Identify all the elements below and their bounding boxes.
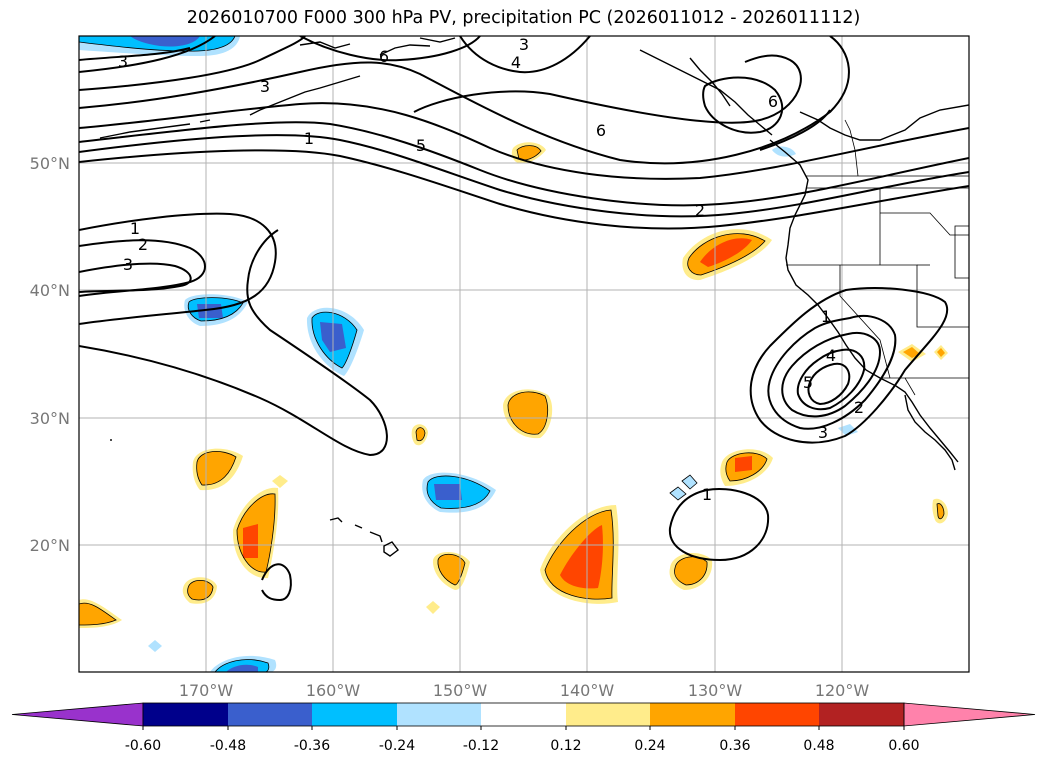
colorbar-segment bbox=[650, 703, 735, 726]
colorbar-segment bbox=[566, 703, 650, 726]
latitude-labels: 50°N 40°N 30°N 20°N bbox=[30, 154, 70, 555]
colorbar-tick-label: -0.60 bbox=[125, 738, 161, 754]
pv-contour-labels: 3 6 3 4 6 6 3 1 5 2 1 2 3 1 4 5 2 3 1 bbox=[118, 35, 864, 504]
map-plot-area: 3 6 3 4 6 6 3 1 5 2 1 2 3 1 4 5 2 3 1 bbox=[79, 35, 969, 672]
colorbar-segment bbox=[735, 703, 819, 726]
map-gridlines bbox=[79, 36, 969, 672]
map-frame bbox=[78, 35, 970, 673]
contour-label: 2 bbox=[138, 235, 148, 254]
precip-positive-shading bbox=[79, 142, 948, 628]
map-title: 2026010700 F000 300 hPa PV, precipitatio… bbox=[186, 8, 861, 28]
colorbar-segment bbox=[143, 703, 228, 726]
contour-label: 6 bbox=[596, 121, 606, 140]
colorbar-tick-label: 0.36 bbox=[719, 738, 750, 754]
contour-label: 6 bbox=[379, 47, 389, 66]
contour-label: 1 bbox=[702, 485, 712, 504]
pv-contours bbox=[79, 36, 969, 602]
contour-label: 6 bbox=[768, 92, 778, 111]
colorbar-extend-low bbox=[11, 702, 144, 727]
colorbar-tick-label: -0.12 bbox=[463, 738, 499, 754]
colorbar-extend-high bbox=[903, 702, 1036, 727]
colorbar-segment bbox=[312, 703, 397, 726]
colorbar-tick-label: -0.24 bbox=[379, 738, 415, 754]
lon-label-140w: 140°W bbox=[560, 681, 615, 700]
lon-label-160w: 160°W bbox=[306, 681, 361, 700]
contour-label: 2 bbox=[695, 201, 705, 220]
colorbar-segment bbox=[397, 703, 481, 726]
lon-label-120w: 120°W bbox=[815, 681, 870, 700]
lat-label-30n: 30°N bbox=[30, 409, 70, 428]
colorbar-tick-label: -0.36 bbox=[294, 738, 330, 754]
contour-label: 5 bbox=[416, 136, 426, 155]
lat-label-40n: 40°N bbox=[30, 281, 70, 300]
colorbar-segment bbox=[228, 703, 312, 726]
contour-label: 4 bbox=[826, 346, 836, 365]
colorbar-segment bbox=[481, 703, 566, 726]
contour-label: 1 bbox=[130, 219, 140, 238]
lat-label-20n: 20°N bbox=[30, 536, 70, 555]
contour-label: 3 bbox=[818, 423, 828, 442]
contour-label: 2 bbox=[854, 398, 864, 417]
colorbar-tick-label: 0.60 bbox=[888, 738, 919, 754]
lat-label-50n: 50°N bbox=[30, 154, 70, 173]
contour-label: 5 bbox=[803, 373, 813, 392]
precip-negative-shading bbox=[79, 36, 858, 672]
lon-label-170w: 170°W bbox=[179, 681, 234, 700]
contour-label: 3 bbox=[519, 35, 529, 54]
contour-label: 3 bbox=[260, 77, 270, 96]
colorbar-segment bbox=[819, 703, 904, 726]
colorbar-tick-label: 0.24 bbox=[634, 738, 665, 754]
precip-outline-contours bbox=[79, 36, 945, 672]
longitude-labels: 170°W 160°W 150°W 140°W 130°W 120°W bbox=[179, 681, 870, 700]
contour-label: 1 bbox=[304, 129, 314, 148]
contour-label: 4 bbox=[511, 53, 521, 72]
contour-label: 3 bbox=[123, 255, 133, 274]
lon-label-130w: 130°W bbox=[688, 681, 743, 700]
contour-label: 1 bbox=[821, 307, 831, 326]
contour-label: 3 bbox=[118, 52, 128, 71]
lon-label-150w: 150°W bbox=[433, 681, 488, 700]
colorbar-tick-label: 0.48 bbox=[803, 738, 834, 754]
colorbar: -0.60 -0.48 -0.36 -0.24 -0.12 0.12 0.24 … bbox=[11, 702, 1036, 754]
colorbar-tick-label: 0.12 bbox=[550, 738, 581, 754]
colorbar-tick-label: -0.48 bbox=[210, 738, 246, 754]
